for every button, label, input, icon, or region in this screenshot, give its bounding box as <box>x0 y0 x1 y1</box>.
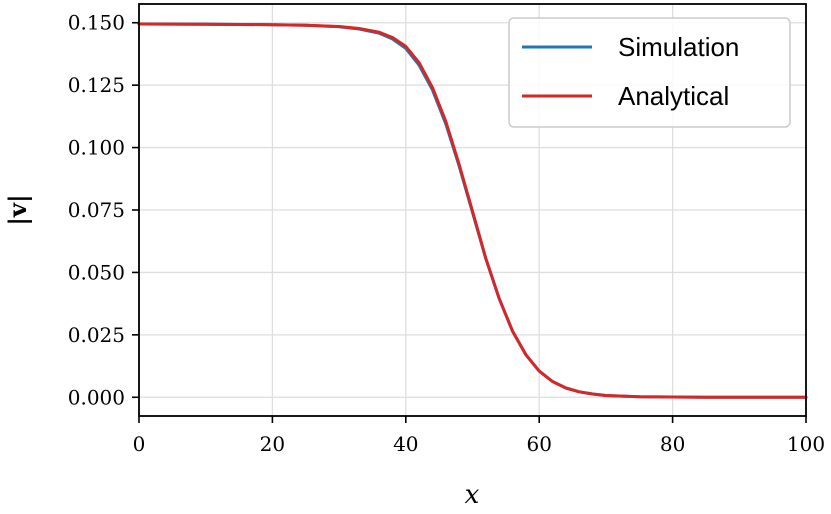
y-tick-label: 0.050 <box>68 260 125 284</box>
axis-ticks <box>132 21 807 423</box>
x-axis-label: x <box>465 480 480 510</box>
legend-label-simulation: Simulation <box>618 32 739 62</box>
legend-box <box>508 17 791 128</box>
y-tick-label: 0.125 <box>68 73 125 97</box>
legend-label-analytical: Analytical <box>618 81 729 111</box>
legend: Simulation Analytical <box>508 17 791 128</box>
x-tick-label: 40 <box>393 432 418 456</box>
x-tick-label: 60 <box>526 432 551 456</box>
series-line-analytical <box>137 22 808 399</box>
y-tick-label: 0.150 <box>68 11 125 35</box>
y-axis-label: |v| <box>3 194 32 225</box>
y-tick-label: 0.100 <box>68 136 125 160</box>
x-tick-labels: 0 20 40 60 80 100 <box>133 432 825 456</box>
x-tick-label: 80 <box>660 432 685 456</box>
series-lines <box>137 22 808 399</box>
x-tick-label: 20 <box>260 432 285 456</box>
y-tick-label: 0.025 <box>68 323 125 347</box>
y-tick-label: 0.075 <box>68 198 125 222</box>
y-tick-labels: 0.000 0.025 0.050 0.075 0.100 0.125 0.150 <box>68 11 125 410</box>
y-tick-label: 0.000 <box>68 385 125 409</box>
x-tick-label: 0 <box>133 432 146 456</box>
x-tick-label: 100 <box>787 432 825 456</box>
